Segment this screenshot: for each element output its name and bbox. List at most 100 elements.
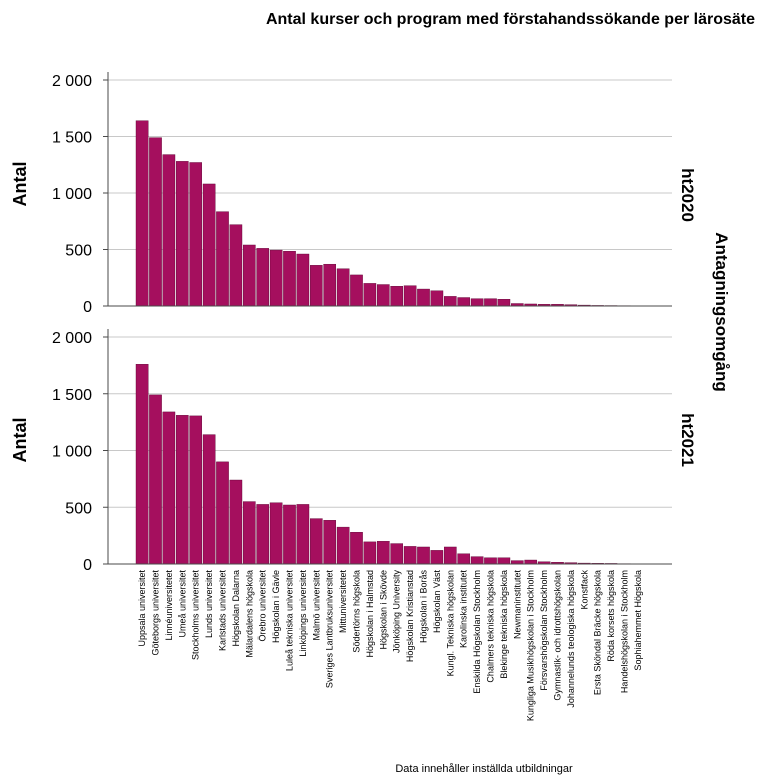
x-tick-label: Uppsala universitet xyxy=(137,570,147,647)
bar xyxy=(242,244,256,307)
bar xyxy=(149,137,162,307)
bar xyxy=(497,299,511,307)
bar xyxy=(135,364,149,565)
x-tick-label: Högskolan Dalarna xyxy=(231,570,241,647)
bar xyxy=(524,559,537,565)
panel-ht2020: 0 500 1 000 1 500 2 000 xyxy=(52,72,672,316)
bar xyxy=(390,543,404,565)
bar xyxy=(283,250,296,307)
bar xyxy=(377,284,390,307)
y-tick-label: 1 500 xyxy=(52,387,92,404)
bar xyxy=(444,546,457,565)
facet-label: Antagningsomgång xyxy=(712,232,731,392)
y-tick-label: 1 000 xyxy=(52,186,92,203)
bar xyxy=(350,532,363,565)
bar xyxy=(256,248,270,307)
x-tick-label: Karlstads universitet xyxy=(218,570,228,652)
bar xyxy=(417,546,430,565)
chart-title: Antal kurser och program med förstahands… xyxy=(266,11,755,28)
panel-label-ht2021: ht2021 xyxy=(678,413,697,467)
bar xyxy=(269,249,283,307)
bar xyxy=(484,298,497,307)
x-tick-label: Malmö universitet xyxy=(311,570,321,641)
x-tick-label: Blekinge tekniska högskola xyxy=(499,570,509,679)
bar xyxy=(202,434,216,565)
bar xyxy=(511,560,524,565)
bar xyxy=(162,154,176,307)
x-tick-label: Lunds universitet xyxy=(204,570,214,639)
x-tick-label: Kungl. Tekniska högskolan xyxy=(445,570,455,676)
panel-ht2021: 0 500 1 000 1 500 2 000 xyxy=(52,329,672,574)
x-tick-label: Konstfack xyxy=(579,570,589,610)
x-tick-label: Södertörns högskola xyxy=(352,570,362,653)
panel-label-ht2020: ht2020 xyxy=(678,168,697,222)
x-tick-label: Linköpings universitet xyxy=(298,570,308,657)
bar xyxy=(470,298,484,307)
x-tick-label: Sophiahemmet Högskola xyxy=(633,570,643,671)
bar xyxy=(296,253,310,307)
bar xyxy=(229,224,243,307)
bar xyxy=(269,502,283,565)
bar xyxy=(175,161,189,307)
x-tick-label: Gymnastik- och idrottshögskolan xyxy=(553,570,563,701)
y-tick-label: 500 xyxy=(65,500,92,517)
x-tick-label: Högskolan Väst xyxy=(432,570,442,634)
x-tick-label: Handelshögskolan i Stockholm xyxy=(620,570,630,693)
x-tick-label: Mälardalens högskola xyxy=(244,570,254,658)
bar xyxy=(135,120,149,307)
bar xyxy=(229,479,243,565)
bar xyxy=(323,520,337,565)
x-tick-label: Försvarshögskolan Stockholm xyxy=(539,570,549,691)
bar xyxy=(430,290,444,307)
x-tick-label: Linnéuniversitetet xyxy=(164,570,174,641)
bar xyxy=(390,286,404,307)
bar xyxy=(403,546,417,565)
bar xyxy=(470,556,484,565)
bar xyxy=(175,415,189,565)
y-axis-label-ht2021: Antal xyxy=(10,418,30,463)
x-tick-label: Örebro universitet xyxy=(258,570,268,642)
bar xyxy=(310,265,323,307)
bar xyxy=(202,183,216,307)
x-tick-label: Sveriges Lantbruksuniversitet xyxy=(325,570,335,689)
bar xyxy=(323,263,337,307)
x-tick-label: Mittuniversitetet xyxy=(338,570,348,634)
bar xyxy=(497,557,511,565)
y-tick-label: 0 xyxy=(83,299,92,316)
bar xyxy=(350,274,363,307)
x-tick-labels: Uppsala universitet Göteborgs universitet… xyxy=(137,570,643,722)
x-tick-label: Ersta Sköndal Bräcke högskola xyxy=(593,570,603,695)
bar xyxy=(296,504,310,565)
x-tick-label: Enskilda Högskolan Stockholm xyxy=(472,570,482,694)
bar xyxy=(216,211,229,307)
y-axis-label-ht2020: Antal xyxy=(10,162,30,207)
footnote: Data innehåller inställda utbildningar xyxy=(395,763,573,775)
x-tick-label: Luleå tekniska universitet xyxy=(285,570,295,672)
y-tick-label: 2 000 xyxy=(52,73,92,90)
bar xyxy=(189,415,203,565)
y-tick-label: 2 000 xyxy=(52,330,92,347)
bar xyxy=(444,296,457,307)
x-tick-label: Stockholms universitet xyxy=(191,570,201,661)
y-tick-label: 500 xyxy=(65,243,92,260)
bar xyxy=(283,504,296,565)
x-tick-label: Karolinska institutet xyxy=(459,570,469,649)
x-tick-label: Umeå universitet xyxy=(177,570,187,638)
bar xyxy=(162,411,176,565)
x-tick-label: Newmaninstitutet xyxy=(512,570,522,640)
bar xyxy=(430,550,444,565)
bar xyxy=(403,285,417,307)
y-tick-label: 1 000 xyxy=(52,444,92,461)
bar xyxy=(363,541,377,565)
bar xyxy=(363,283,377,307)
bar xyxy=(242,501,256,565)
bar xyxy=(310,518,323,565)
x-tick-label: Jönköping University xyxy=(392,570,402,654)
bar xyxy=(336,526,350,565)
x-tick-label: Johannelunds teologiska högskola xyxy=(566,570,576,708)
x-tick-label: Kungliga Musikhögskolan i Stockholm xyxy=(526,570,536,721)
x-tick-label: Röda korsets högskola xyxy=(606,570,616,662)
x-tick-label: Högskolan i Halmstad xyxy=(365,570,375,658)
bar xyxy=(377,541,390,565)
